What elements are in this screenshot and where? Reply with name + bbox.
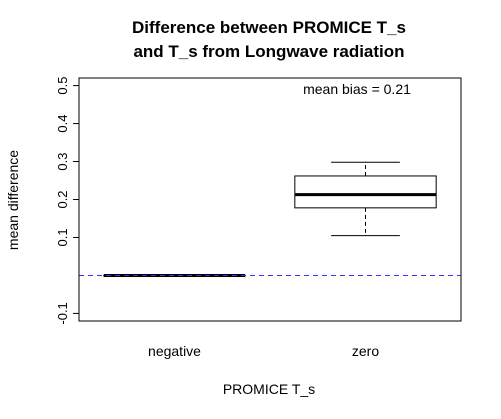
x-tick-label: negative bbox=[148, 343, 201, 359]
x-tick-label: zero bbox=[352, 343, 379, 359]
y-tick-label: 0.4 bbox=[55, 115, 70, 133]
y-axis-label: mean difference bbox=[5, 150, 21, 250]
y-tick-label: 0.1 bbox=[55, 228, 70, 246]
x-axis-label: PROMICE T_s bbox=[223, 381, 315, 397]
box-iqr bbox=[294, 175, 437, 209]
y-tick-label: 0.5 bbox=[55, 77, 70, 95]
chart-title-line-1: Difference between PROMICE T_s bbox=[132, 18, 406, 37]
chart-title-line-2: and T_s from Longwave radiation bbox=[133, 42, 404, 61]
mean-bias-annotation: mean bias = 0.21 bbox=[303, 81, 411, 97]
y-tick-label: -0.1 bbox=[55, 302, 70, 324]
y-tick-label: 0.3 bbox=[55, 152, 70, 170]
y-tick-label: 0.2 bbox=[55, 190, 70, 208]
